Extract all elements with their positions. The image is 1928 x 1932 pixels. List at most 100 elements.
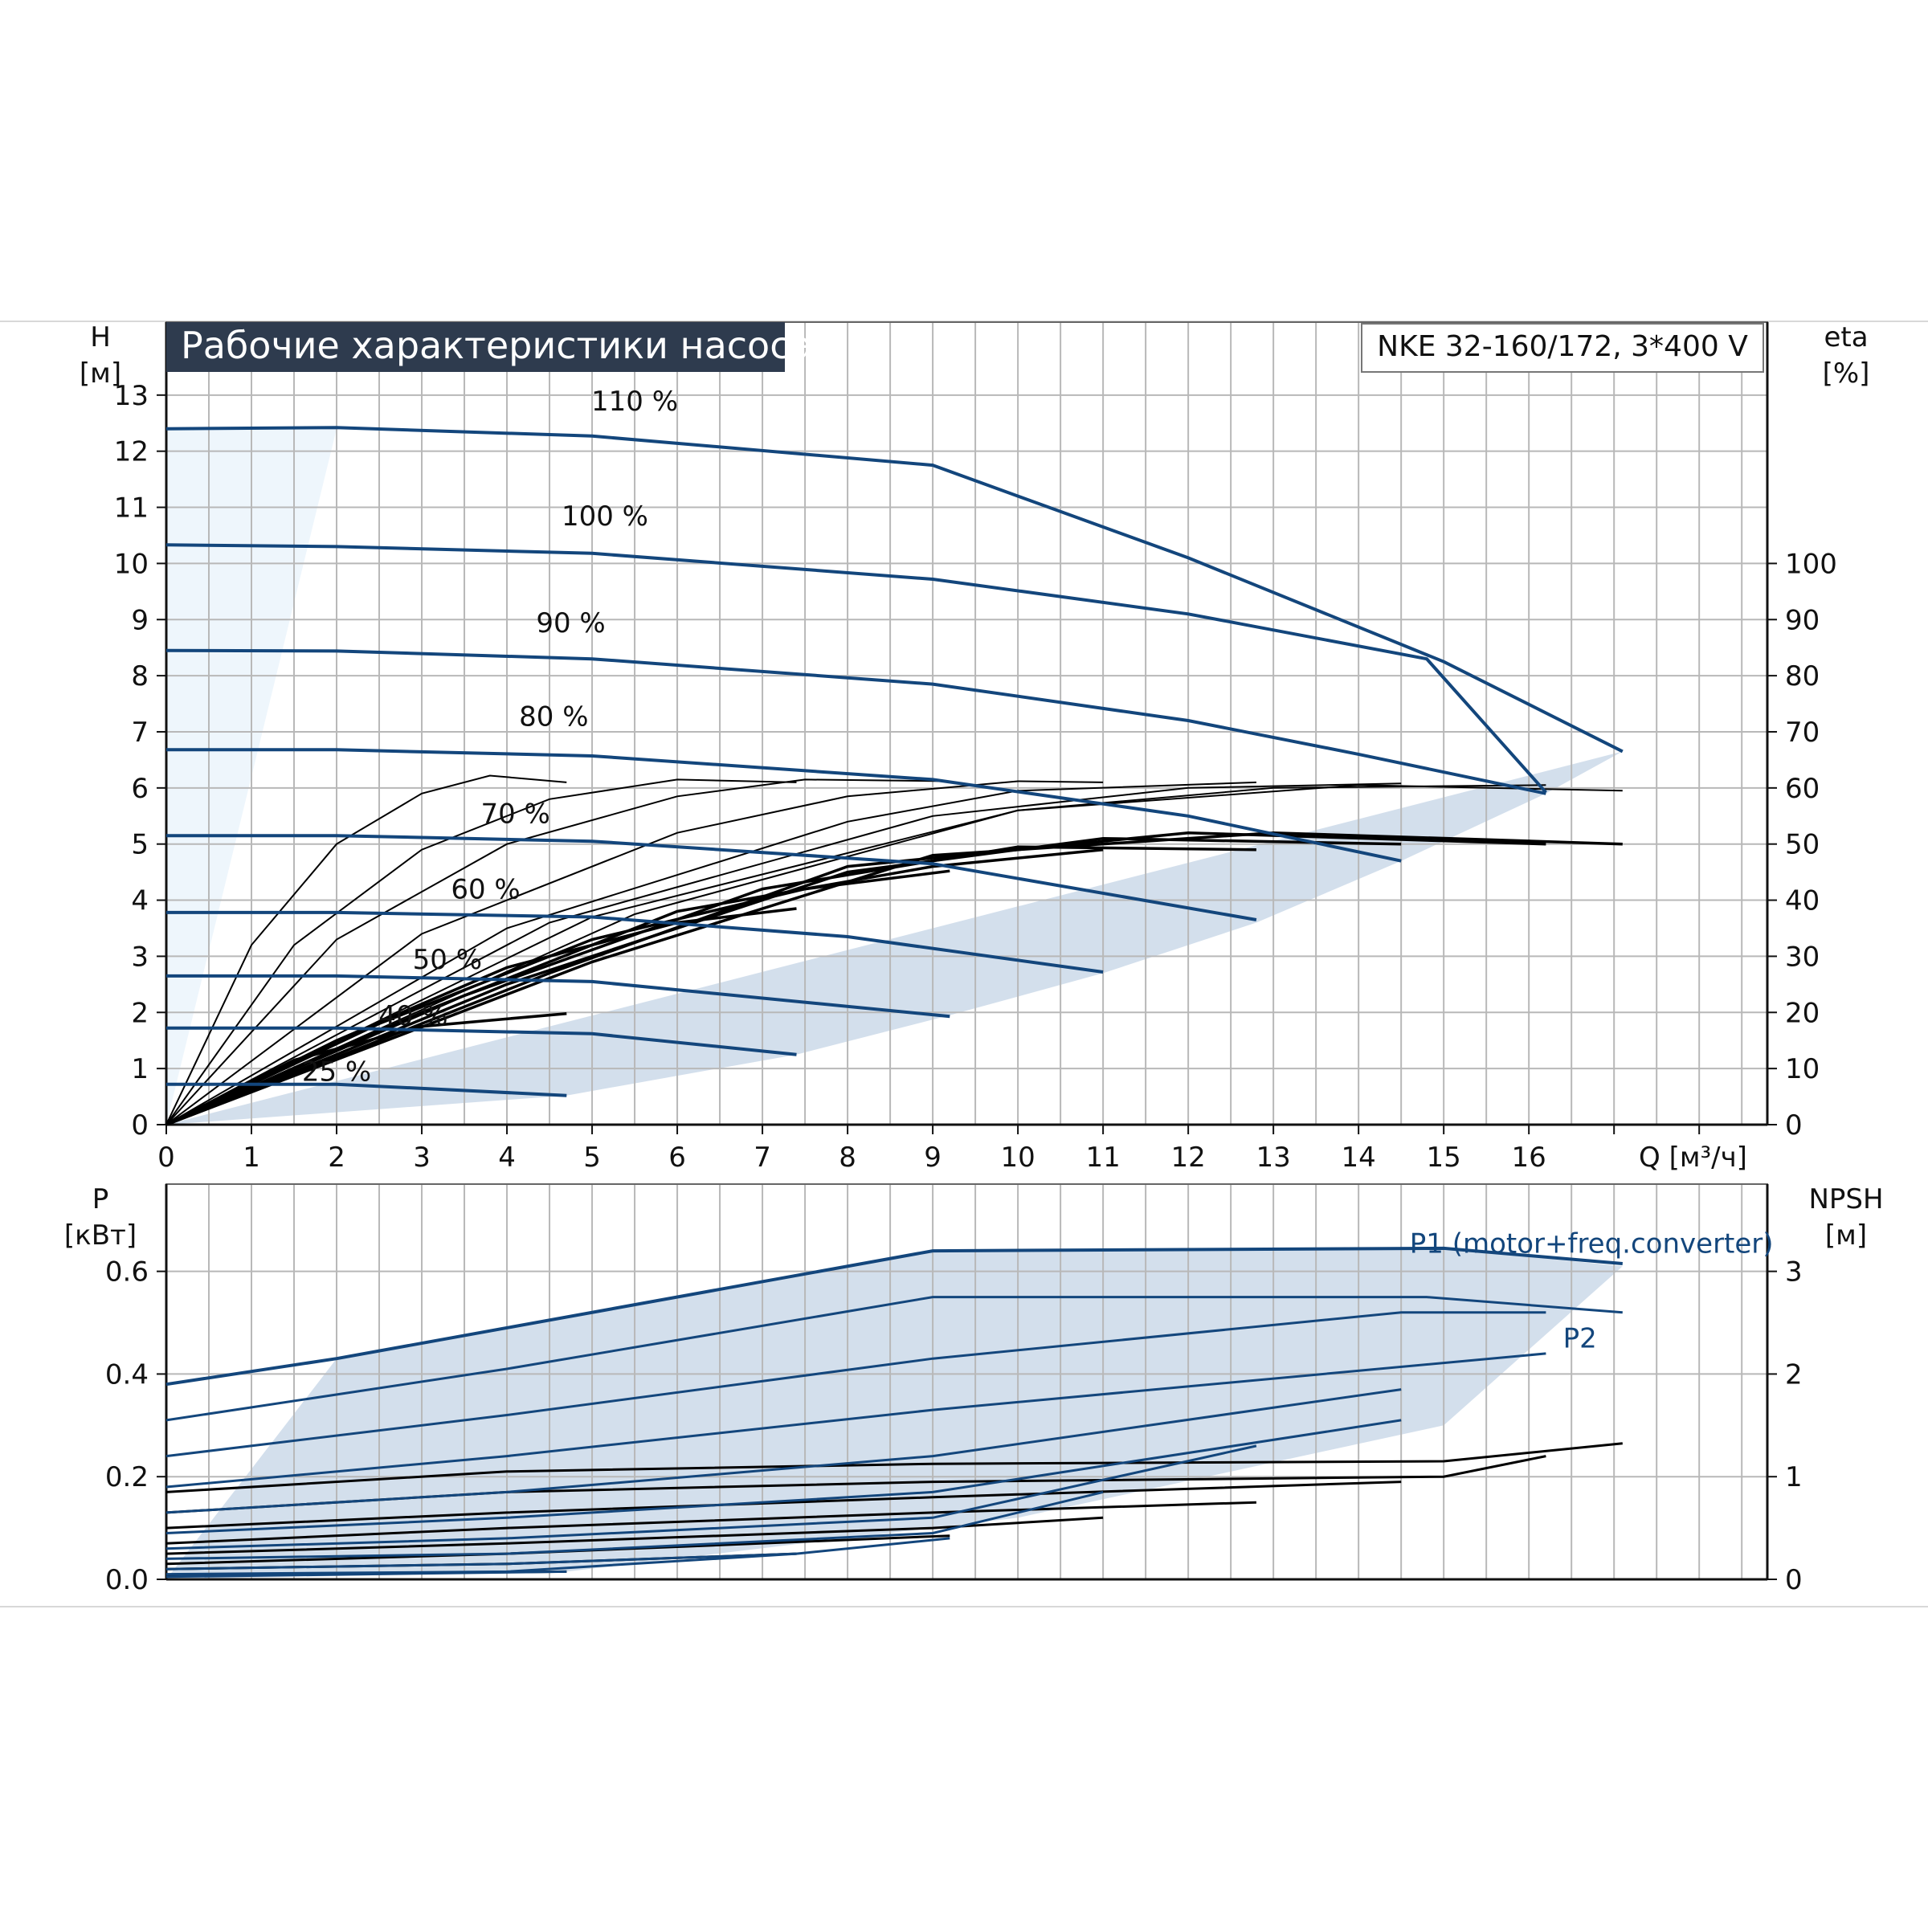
head-curve-label: 110 % (591, 386, 678, 418)
y-tick-label: 8 (131, 660, 149, 692)
p1-curve (165, 1388, 1402, 1514)
head-curve (165, 648, 1546, 795)
x-tick-label: 1 (243, 1142, 260, 1174)
model-label: NKE 32-160/172, 3*400 V (1377, 330, 1748, 363)
efficiency-curve (165, 781, 1256, 1125)
efficiency-curve (165, 780, 1104, 1125)
model-box (1361, 323, 1764, 373)
head-curve (165, 426, 1624, 754)
y2-tick-label: 10 (1785, 1053, 1820, 1085)
efficiency-curve (165, 831, 1623, 1126)
y-tick-label: 10 (114, 548, 149, 580)
x-tick-label: 2 (328, 1142, 345, 1174)
y-tick-label: 5 (131, 829, 149, 861)
y2-axis-unit: [%] (1823, 357, 1870, 390)
head-curve (165, 543, 1547, 794)
p2-curve (165, 1501, 1256, 1545)
x-tick-label: 7 (754, 1142, 771, 1174)
p1-curve (165, 1537, 950, 1571)
x-tick-label: 0 (157, 1142, 175, 1174)
p2-curve (165, 1442, 1623, 1493)
y-tick-label: 13 (114, 380, 149, 412)
efficiency-curve (165, 831, 1546, 1126)
p2-annotation: P2 (1563, 1323, 1597, 1355)
head-curve (166, 974, 950, 1019)
header-overlays: Рабочие характеристики насоса NKE 32-160… (166, 322, 1764, 373)
efficiency-curve (165, 907, 797, 1126)
head-curve-label: 40 % (378, 1000, 447, 1032)
x-tick-label: 4 (498, 1142, 516, 1174)
head-chart-panel: 0123456789101112130102030405060708090100… (80, 321, 1870, 1174)
y2-tick-label: 20 (1785, 997, 1820, 1029)
x-axis-label: Q [м³/ч] (1639, 1142, 1747, 1174)
y-tick-label: 12 (114, 436, 149, 468)
chart-title: Рабочие характеристики насоса (181, 324, 813, 367)
y-tick-label: 11 (114, 492, 149, 525)
p1-annotation: P1 (motor+freq.converter) (1410, 1227, 1774, 1260)
head-curve-label: 60 % (451, 874, 520, 906)
x-tick-label: 13 (1256, 1142, 1291, 1174)
y2-tick-label: 60 (1785, 773, 1820, 805)
p1-curve (165, 1246, 1623, 1387)
power-chart-panel: 0.0 0.2 0.4 0.6 0 1 2 3 P [кВт] NPSH [м] P1 (motor+f… (64, 1183, 1884, 1596)
y2-tick-label: 0 (1785, 1564, 1803, 1596)
y-tick-label: 6 (131, 773, 149, 805)
y-tick-label: 0 (131, 1109, 149, 1142)
x-tick-label: 11 (1085, 1142, 1120, 1174)
y2-tick-label: 100 (1785, 548, 1837, 580)
y2-tick-label: 30 (1785, 941, 1820, 973)
head-curve (166, 910, 1104, 974)
efficiency-curve (165, 782, 1402, 1125)
efficiency-curve (165, 869, 950, 1126)
x-tick-label: 10 (1000, 1142, 1035, 1174)
y-tick-label: 0.2 (105, 1461, 149, 1493)
x-tick-label: 5 (583, 1142, 601, 1174)
y2-axis-label: eta (1824, 321, 1868, 353)
efficiency-curve (165, 836, 1402, 1126)
x-tick-label: 8 (839, 1142, 856, 1174)
head-curve-label: 100 % (562, 500, 648, 533)
x-tick-label: 15 (1427, 1142, 1461, 1174)
y-tick-label: 3 (131, 941, 149, 973)
p1-curve (165, 1570, 567, 1579)
y2-tick-label: 0 (1785, 1109, 1803, 1142)
y-axis-label: P (92, 1183, 109, 1215)
head-curve-label: 80 % (519, 701, 588, 733)
x-tick-label: 12 (1170, 1142, 1205, 1174)
y-tick-label: 0.4 (105, 1358, 149, 1391)
p1-curve (165, 1311, 1546, 1458)
head-curve (166, 834, 1257, 921)
head-curve-label: 25 % (302, 1056, 371, 1089)
y2-tick-label: 70 (1785, 717, 1820, 749)
p1-curve (165, 1444, 1257, 1550)
y2-tick-label: 40 (1785, 885, 1820, 917)
y-tick-label: 9 (131, 604, 149, 636)
y2-tick-label: 1 (1785, 1461, 1803, 1493)
p1-curve (165, 1490, 1104, 1560)
y2-tick-label: 80 (1785, 660, 1820, 692)
efficiency-curve (165, 845, 1256, 1126)
head-curve (166, 748, 1402, 863)
x-tick-label: 9 (924, 1142, 942, 1174)
y-axis-unit: [кВт] (64, 1219, 137, 1252)
efficiency-curve (165, 778, 950, 1125)
y2-axis-label: NPSH (1808, 1183, 1883, 1215)
x-tick-label: 16 (1512, 1142, 1546, 1174)
x-tick-label: 3 (413, 1142, 431, 1174)
y-tick-label: 4 (131, 885, 149, 917)
p2-curve (165, 1516, 1104, 1555)
y-tick-label: 0.6 (105, 1256, 149, 1289)
head-curve-label: 70 % (480, 798, 549, 830)
x-tick-label: 14 (1342, 1142, 1376, 1174)
y-axis-label: H (90, 321, 111, 353)
head-curve-label: 90 % (536, 607, 605, 639)
title-banner (166, 322, 785, 372)
y2-tick-label: 90 (1785, 604, 1820, 636)
y2-tick-label: 2 (1785, 1358, 1803, 1391)
p1-curve (165, 1419, 1402, 1534)
head-curve (166, 1082, 567, 1097)
head-curve (166, 1026, 797, 1056)
y-tick-label: 7 (131, 717, 149, 749)
y-tick-label: 0.0 (105, 1564, 149, 1596)
